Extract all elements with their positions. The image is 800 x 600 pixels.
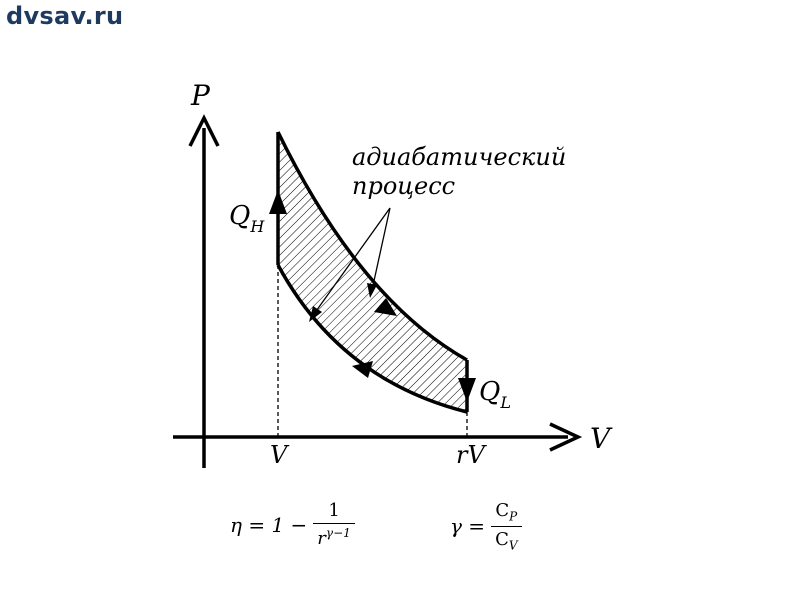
efficiency-denominator: rγ−1 xyxy=(313,523,355,549)
efficiency-lhs: η = 1 − xyxy=(230,512,308,537)
tick-label-v: V xyxy=(270,441,290,469)
gamma-denominator: CV xyxy=(491,525,522,552)
upper-adiabat xyxy=(276,131,468,362)
annotation-pointer-lower xyxy=(313,207,391,315)
gamma-fraction: CP CV xyxy=(491,500,522,552)
v-axis-label: V xyxy=(590,422,613,455)
expansion-arrow xyxy=(374,298,397,316)
p-axis-label: P xyxy=(190,79,211,112)
tick-label-rv: rV xyxy=(456,441,487,469)
annotation-pointer-upper-head xyxy=(367,283,377,298)
efficiency-formula: η = 1 − 1 rγ−1 xyxy=(230,500,355,549)
lower-adiabat xyxy=(276,264,468,414)
annotation-pointer-upper xyxy=(371,207,391,291)
v-axis-arrowhead xyxy=(549,422,583,452)
gamma-lhs: γ = xyxy=(450,514,486,539)
annotation-text-line2: процесс xyxy=(352,172,455,200)
annotation-pointer-lower-head xyxy=(309,306,322,322)
annotation-text-line1: адиабатический xyxy=(352,143,566,171)
gamma-numerator: CP xyxy=(495,500,518,524)
heat-in-arrow xyxy=(269,190,287,214)
efficiency-fraction: 1 rγ−1 xyxy=(313,500,355,549)
heat-in-label: QH xyxy=(229,201,265,236)
site-logo[interactable]: dvsav.ru xyxy=(6,2,124,30)
heat-out-arrow xyxy=(458,378,476,402)
heat-out-label: QL xyxy=(479,377,511,412)
compression-arrow xyxy=(352,361,373,378)
p-axis-arrowhead xyxy=(188,114,220,147)
cycle-area xyxy=(278,132,467,412)
efficiency-numerator: 1 xyxy=(328,500,340,521)
gamma-formula: γ = CP CV xyxy=(450,500,522,552)
